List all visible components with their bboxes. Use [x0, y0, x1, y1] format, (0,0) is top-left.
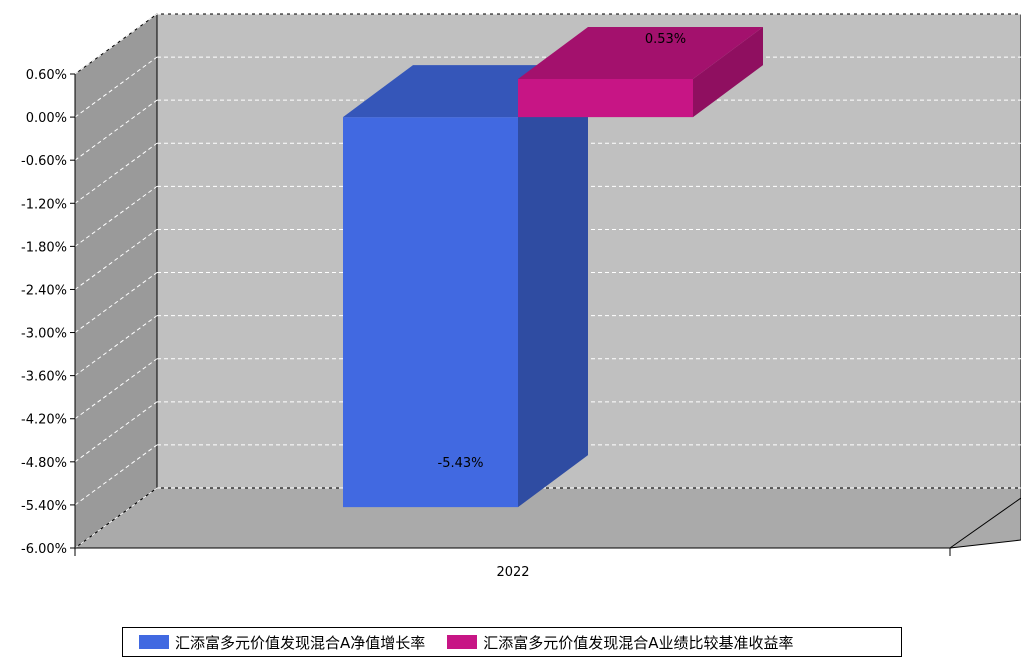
gridline-side-3 [74, 142, 158, 204]
y-tick-label-6: -3.00% [21, 327, 67, 342]
y-tick-label-9: -4.80% [21, 456, 67, 471]
bar-front-series-1 [343, 117, 518, 508]
y-tick-label-7: -3.60% [21, 370, 67, 385]
y-tick-label-8: -4.20% [21, 413, 67, 428]
y-tick-label-10: -5.40% [21, 499, 67, 514]
gridline-side-6 [74, 272, 158, 333]
gridline-side-10 [74, 444, 158, 506]
y-tick-label-2: -0.60% [21, 154, 67, 169]
y-tick-label-5: -2.40% [21, 283, 67, 298]
gridline-side-8 [74, 358, 158, 420]
bar-side-series-2 [693, 27, 763, 118]
gridline-side-1 [74, 56, 158, 118]
legend-item-series-2: 汇添富多元价值发现混合A业绩比较基准收益率 [447, 632, 794, 653]
gridline-side-11 [74, 487, 158, 549]
bar-top-series-2 [518, 27, 763, 80]
gridline-side-9 [74, 401, 158, 463]
legend-item-series-1: 汇添富多元价值发现混合A净值增长率 [139, 632, 425, 653]
y-tick-label-4: -1.80% [21, 240, 67, 255]
gridline-side-7 [74, 315, 158, 377]
gridline-side-5 [74, 229, 158, 290]
data-label-series-2: 0.53% [645, 32, 686, 47]
gridline-side-0 [74, 13, 158, 75]
y-tick-label-11: -6.00% [21, 542, 67, 557]
y-tick-label-0: 0.60% [26, 68, 67, 83]
y-tick-label-3: -1.20% [21, 197, 67, 212]
legend: 汇添富多元价值发现混合A净值增长率 汇添富多元价值发现混合A业绩比较基准收益率 [122, 627, 902, 657]
x-tick-label-0: 2022 [496, 565, 529, 580]
legend-swatch-series-1 [139, 635, 169, 649]
legend-label-series-1: 汇添富多元价值发现混合A净值增长率 [175, 633, 426, 652]
y-tick-label-1: 0.00% [26, 111, 67, 126]
x-axis-depth-edge [949, 497, 1021, 549]
gridline-side-4 [74, 185, 158, 247]
floor [73, 487, 1021, 549]
data-label-series-1: -5.43% [438, 456, 484, 471]
legend-swatch-series-2 [447, 635, 478, 649]
legend-label-series-2: 汇添富多元价值发现混合A业绩比较基准收益率 [483, 633, 794, 652]
bar-front-series-2 [518, 79, 693, 118]
bar-side-series-1 [518, 65, 588, 508]
gridline-side-2 [74, 99, 158, 161]
